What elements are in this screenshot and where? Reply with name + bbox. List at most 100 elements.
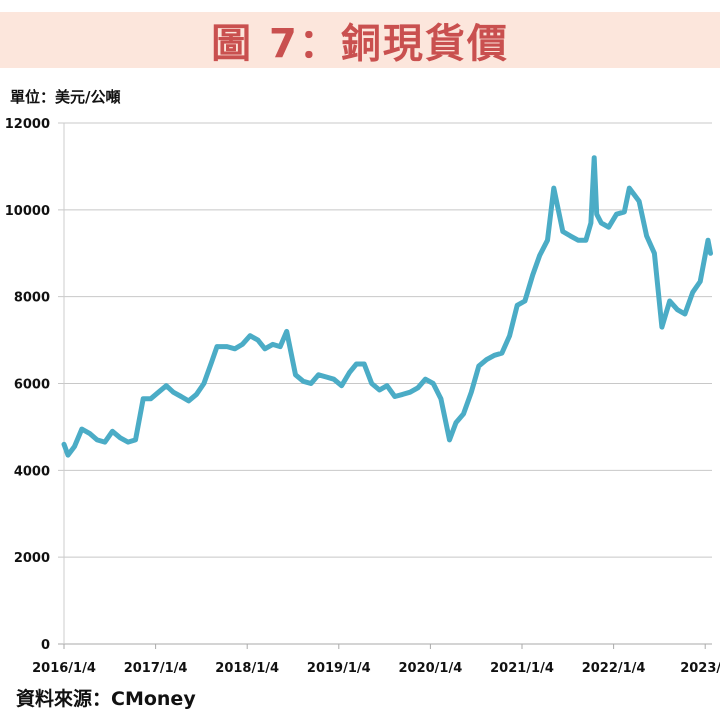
x-tick-label: 2017/1/4 [124,661,188,676]
data-point [698,279,703,284]
data-point [369,381,374,386]
data-point [469,389,474,395]
data-point [354,361,359,367]
x-tick-label: 2022/1/4 [582,661,646,676]
data-point [659,324,665,330]
x-tick-label: 2023/1 [680,661,720,676]
data-point [61,442,67,447]
data-point [588,220,594,226]
data-point [407,389,413,395]
data-point [652,251,657,256]
source-label: 資料來源：CMoney [16,688,196,710]
data-point [79,426,85,432]
data-point [377,387,382,393]
data-point [636,198,642,204]
y-tick-label: 2000 [14,551,50,566]
data-point [361,361,367,367]
data-point [392,394,397,399]
data-point [293,372,298,378]
data-point [324,374,329,380]
data-point [606,225,611,230]
data-point [110,429,115,434]
series-line [61,155,713,458]
data-point [667,298,672,304]
data-point [164,383,169,388]
data-point [255,337,261,343]
y-tick-label: 12000 [5,117,50,132]
data-point [507,333,512,338]
data-point [224,344,230,349]
data-point [72,444,77,449]
data-point [284,329,289,334]
data-point [514,303,520,308]
chart-title: 圖 7：銅現貨價 [211,21,509,67]
data-point [214,344,220,349]
data-point [447,437,452,443]
data-point [186,398,191,404]
data-point [575,238,581,243]
data-point [347,370,352,375]
data-point [308,381,314,386]
x-tick-label: 2019/1/4 [307,661,371,676]
data-point [141,396,146,401]
data-point [270,342,275,347]
data-point [499,350,505,356]
data-point [125,439,131,445]
title-banner: 圖 7：銅現貨價 [0,12,720,68]
data-point [492,353,497,358]
data-point [316,372,321,378]
data-point [240,342,245,347]
data-point [247,333,253,338]
data-point [201,381,207,386]
data-point [178,394,184,399]
data-point [65,452,71,458]
data-point [438,396,444,401]
data-point [156,389,161,395]
data-point [568,233,573,239]
x-tick-label: 2021/1/4 [490,661,554,676]
data-point [133,437,138,443]
data-point [583,238,589,243]
data-point [277,344,283,349]
data-point [522,298,528,304]
data-point [622,209,627,215]
data-point [94,437,100,443]
data-point [415,385,421,391]
data-point [476,363,482,369]
data-point [484,357,489,362]
unit-label: 單位：美元/公噸 [10,88,121,106]
data-point [708,251,713,256]
data-point [675,307,680,312]
data-point [682,311,688,317]
data-point [400,392,405,397]
y-tick-label: 4000 [14,464,50,479]
x-tick-label: 2016/1/4 [32,661,96,676]
y-tick-label: 10000 [5,204,50,219]
data-point [705,238,711,243]
data-point [262,346,268,351]
data-point [614,211,619,217]
data-point [594,211,599,217]
data-point [430,381,436,386]
data-point [232,346,237,351]
data-point [591,155,597,160]
data-point [117,435,123,440]
data-point [339,383,344,388]
data-point [644,233,649,239]
y-tick-label: 6000 [14,378,50,393]
data-point [560,229,566,234]
y-tick-label: 8000 [14,291,50,306]
data-point [551,185,556,191]
data-point [331,376,337,382]
x-tick-label: 2020/1/4 [399,661,463,676]
data-point [530,272,535,278]
data-point [690,290,695,295]
data-point [545,238,550,243]
x-tick-label: 2018/1/4 [215,661,279,676]
data-point [102,439,108,445]
data-point [423,376,428,382]
data-point [384,383,390,388]
data-point [194,392,199,397]
data-point [627,185,632,191]
